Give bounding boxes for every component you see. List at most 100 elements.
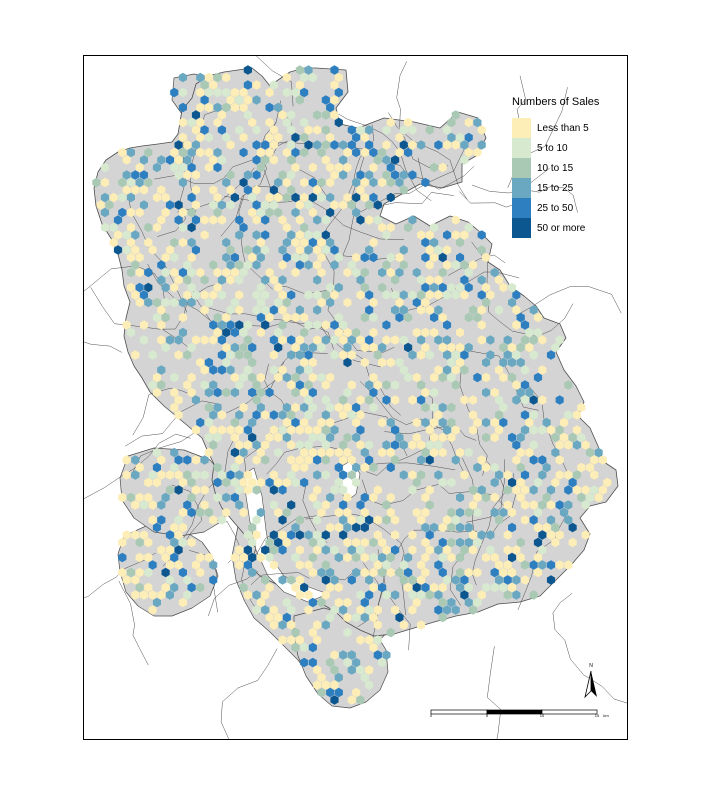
hexbin-cell [334,507,343,518]
hexbin-cell [213,207,222,218]
hexbin-cell [564,440,573,450]
hexbin-cell [347,335,356,345]
hexbin-cell [178,162,187,173]
hexbin-cell [512,455,521,465]
hexbin-cell [261,155,270,165]
hexbin-cell [230,372,239,383]
hexbin-cell [525,342,534,353]
hexbin-cell [408,575,417,585]
scale-unit: km [603,713,609,718]
hexbin-cell [447,117,456,128]
hexbin-cell [239,222,248,233]
hexbin-cell [209,80,218,90]
hexbin-cell [178,537,187,548]
hexbin-cell [243,185,252,195]
hexbin-cell [213,282,222,293]
hexbin-cell [417,440,426,450]
hexbin-cell [395,147,404,158]
hexbin-cell [300,147,309,158]
hexbin-cell [278,410,287,420]
hexbin-cell [438,372,447,383]
hexbin-cell [282,192,291,203]
hexbin-cell [135,252,144,263]
district-boundary [471,461,506,586]
hexbin-cell [217,200,226,210]
hexbin-cell [265,132,274,143]
district-boundary [471,241,574,337]
hexbin-cell [278,335,287,345]
hexbin-cell [408,170,417,180]
hexbin-cell [352,537,361,548]
hexbin-cell [330,680,339,690]
hexbin-cell [287,620,296,630]
hexbin-cell [152,477,161,488]
hexbin-cell [386,117,395,128]
legend-label: 50 or more [537,222,586,234]
hexbin-cell [408,440,417,450]
hexbin-cell [317,687,326,698]
hexbin-cell [191,335,200,345]
hexbin-cell [313,455,322,465]
hexbin-cell [542,462,551,473]
hexbin-cell [287,140,296,150]
hexbin-cell [170,297,179,308]
hexbin-cell [269,350,278,360]
hexbin-cell [443,350,452,360]
hexbin-cell [503,335,512,345]
hexbin-cell [347,200,356,210]
hexbin-cell [313,530,322,540]
hexbin-cell [287,350,296,360]
hexbin-cell [178,267,187,278]
hexbin-cell [326,102,335,113]
hexbin-cell [365,440,374,450]
legend-label: 15 to 25 [537,182,574,194]
hexbin-cell [183,155,192,165]
hexbin-cell [256,207,265,218]
hexbin-cell [321,95,330,105]
hexbin-cell [343,597,352,608]
hexbin-cell [369,567,378,578]
hexbin-cell [187,207,196,218]
hexbin-cell [204,102,213,113]
hexbin-cell [365,605,374,615]
hexbin-cell [347,350,356,360]
hexbin-cell [321,560,330,570]
hexbin-cell [512,590,521,600]
hexbin-cell [417,620,426,630]
hexbin-cell [451,260,460,270]
hexbin-cell [226,275,235,285]
hexbin-cell [261,440,270,450]
hexbin-cell [356,665,365,675]
hexbin-cell [148,500,157,510]
hexbin-cell [369,372,378,383]
hexbin-cell [187,297,196,308]
hexbin-cell [469,305,478,315]
hexbin-cell [408,605,417,615]
hexbin-cell [278,575,287,585]
hexbin-cell [217,425,226,435]
hexbin-cell [300,402,309,413]
hexbin-cell [516,492,525,503]
hexbin-cell [196,132,205,143]
hexbin-cell [295,80,304,90]
hexbin-cell [105,200,114,210]
hexbin-cell [386,417,395,428]
hexbin-cell [369,252,378,263]
hexbin-cell [308,342,317,353]
legend-item: 10 to 15 [512,158,622,178]
hexbin-cell [594,447,603,458]
hexbin-cell [226,140,235,150]
hexbin-cell [118,177,127,188]
hexbin-cell [291,552,300,563]
hexbin-cell [555,395,564,405]
hexbin-cell [196,582,205,593]
hexbin-cell [113,230,123,240]
hexbin-cell [278,515,287,525]
district-boundary [125,400,222,447]
scale-tick-10: 10 [539,713,545,718]
hexbin-cell [352,267,361,278]
hexbin-cell [430,387,439,398]
hexbin-cell [265,312,274,323]
hexbin-cell [287,125,296,135]
hexbin-cell [282,252,291,263]
